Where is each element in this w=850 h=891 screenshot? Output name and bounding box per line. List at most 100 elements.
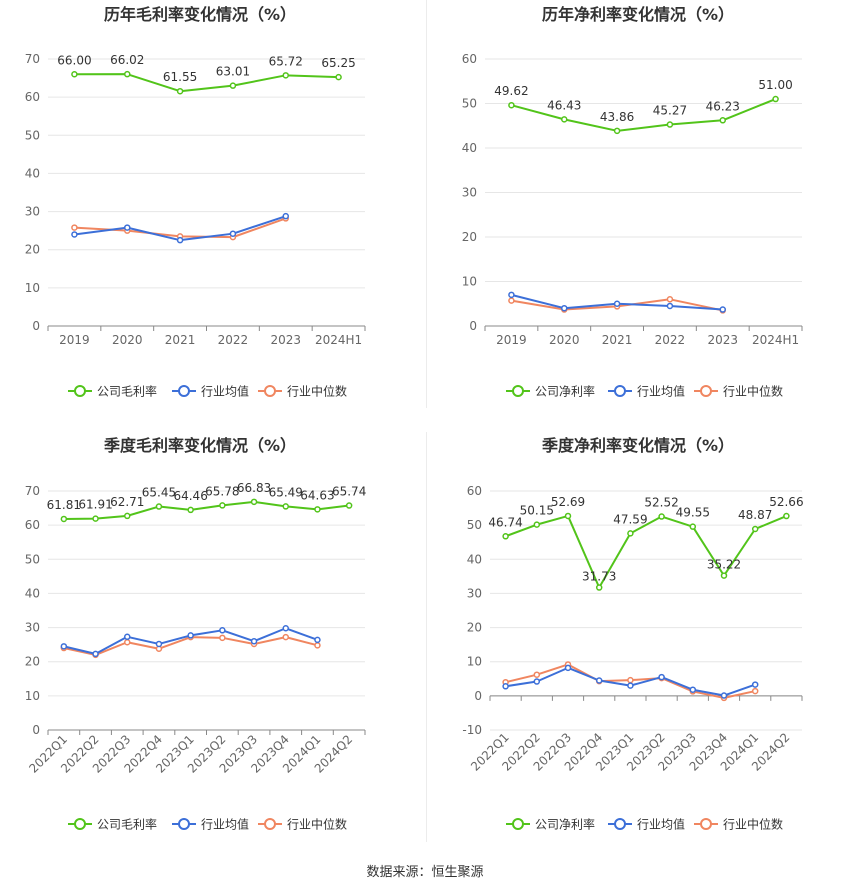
legend-item-industry_median[interactable]: 行业中位数 [694, 817, 783, 832]
annual-net-margin-title: 历年净利率变化情况（%） [542, 5, 734, 24]
legend-label: 行业均值 [201, 384, 249, 399]
data-label: 52.52 [644, 496, 678, 510]
data-point-industry_median [314, 642, 321, 649]
data-label: 66.00 [57, 53, 91, 67]
data-point-industry_avg [720, 692, 728, 699]
y-tick-label: 60 [467, 484, 482, 498]
data-point-industry_avg [689, 686, 697, 693]
legend-item-industry_avg[interactable]: 行业均值 [608, 817, 685, 832]
data-point-company [561, 116, 568, 123]
legend-item-industry_median[interactable]: 行业中位数 [258, 817, 347, 832]
data-label: 61.81 [47, 498, 81, 512]
data-point-industry_avg [124, 224, 131, 231]
data-point-company [627, 530, 634, 537]
legend-item-company[interactable]: 公司净利率 [506, 817, 595, 832]
y-tick-label: 10 [467, 655, 482, 669]
data-point-company [229, 82, 237, 89]
legend-marker-icon [614, 818, 626, 830]
y-tick-label: 40 [25, 166, 40, 180]
legend-item-industry_median[interactable]: 行业中位数 [694, 384, 783, 399]
data-label: 61.91 [78, 498, 112, 512]
annual-net-margin-chart: 历年净利率变化情况（%） 0 10 20 30 40 50 60 2019 2020 2021 202… [462, 5, 803, 399]
data-point-industry_avg [314, 636, 321, 644]
legend-marker-icon [74, 385, 86, 397]
data-label: 52.69 [551, 495, 585, 509]
data-point-industry_avg [613, 300, 621, 307]
data-label: 35.22 [707, 558, 741, 572]
data-point-company [508, 101, 515, 109]
data-point-company [250, 498, 258, 506]
legend-item-industry_avg[interactable]: 行业均值 [608, 384, 685, 399]
data-point-industry_avg [92, 650, 99, 658]
data-point-company [689, 523, 697, 530]
legend-item-company[interactable]: 公司毛利率 [68, 384, 157, 399]
legend-item-company[interactable]: 公司净利率 [506, 384, 595, 399]
legend-marker-icon [700, 385, 712, 397]
y-tick-label: 40 [467, 552, 482, 566]
x-tick-label: 2023 [707, 333, 738, 347]
data-point-industry_avg [124, 633, 131, 641]
data-label: 52.66 [769, 495, 803, 509]
data-point-industry_avg [561, 304, 568, 312]
data-point-company [751, 525, 759, 533]
legend-item-industry_avg[interactable]: 行业均值 [172, 384, 249, 399]
data-label: 51.00 [758, 78, 792, 92]
data-point-company [176, 87, 184, 95]
data-point-industry_avg [250, 637, 258, 645]
x-tick-label: 2024H1 [752, 333, 799, 347]
y-tick-label: 40 [462, 141, 477, 155]
series-line-company [74, 73, 339, 93]
legend-item-industry_avg[interactable]: 行业均值 [172, 817, 249, 832]
data-point-industry_avg [508, 291, 515, 299]
data-point-company [345, 502, 353, 509]
data-point-industry_avg [71, 231, 78, 238]
y-tick-label: 70 [25, 484, 40, 498]
data-point-industry_median [219, 634, 226, 642]
legend-label: 公司毛利率 [97, 384, 157, 399]
quarterly-gross-margin-chart: 季度毛利率变化情况（%）0102030405060702022Q12022Q22… [25, 436, 367, 832]
y-tick-label: 0 [32, 723, 40, 737]
data-point-industry_median [751, 687, 759, 695]
legend-marker-icon [264, 385, 276, 397]
series-line-company [511, 98, 776, 132]
legend-item-industry_median[interactable]: 行业中位数 [258, 384, 347, 399]
x-tick-label: 2019 [496, 333, 527, 347]
legend-item-company[interactable]: 公司毛利率 [68, 817, 157, 832]
x-tick-label: 2021 [602, 333, 633, 347]
quarterly-net-margin-chart: 季度净利率变化情况（%）-1001020304050602022Q12022Q2… [462, 436, 803, 832]
x-tick-label: 2019 [59, 333, 90, 347]
data-point-industry_avg [719, 306, 726, 313]
legend-label: 行业均值 [637, 384, 685, 399]
data-point-company [92, 515, 99, 522]
y-tick-label: 30 [25, 621, 40, 635]
y-tick-label: -10 [462, 723, 482, 737]
data-point-company [720, 572, 728, 579]
data-point-industry_median [508, 297, 515, 304]
data-point-industry_avg [187, 632, 194, 639]
legend-label: 行业中位数 [287, 384, 347, 399]
data-point-industry_avg [60, 643, 68, 650]
series-line-company [505, 514, 787, 589]
legend-label: 行业中位数 [287, 817, 347, 832]
data-point-industry_avg [502, 683, 509, 690]
x-tick-label: 2022 [218, 333, 249, 347]
data-label: 66.83 [237, 481, 271, 495]
data-label: 43.86 [600, 110, 634, 124]
annual-gross-margin-title: 历年毛利率变化情况（%） [104, 5, 296, 24]
data-point-company [533, 521, 541, 528]
data-point-company [282, 72, 289, 79]
data-point-company [124, 512, 131, 520]
y-tick-label: 20 [462, 230, 477, 244]
data-label: 31.73 [582, 570, 616, 584]
legend-marker-icon [264, 818, 276, 830]
data-point-industry_avg [751, 681, 759, 688]
y-tick-label: 10 [462, 275, 477, 289]
data-point-industry_avg [155, 640, 163, 648]
data-label: 46.74 [488, 515, 522, 529]
data-point-company [71, 71, 78, 78]
data-point-industry_avg [627, 682, 634, 689]
legend-marker-icon [512, 385, 524, 397]
data-point-company [187, 506, 194, 514]
data-point-company [155, 503, 163, 510]
